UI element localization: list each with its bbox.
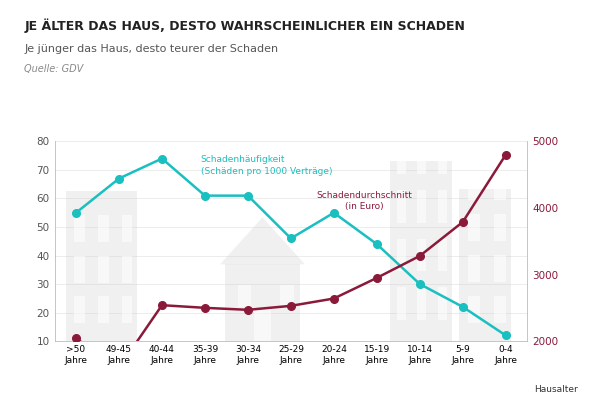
Bar [417,141,426,174]
Bar [98,256,108,283]
Bar [67,191,137,341]
Text: Schadendurchschnitt
(in Euro): Schadendurchschnitt (in Euro) [316,191,412,211]
Bar [494,214,505,241]
Text: Quelle: GDV: Quelle: GDV [24,64,84,74]
Bar [390,161,451,341]
Bar [494,255,505,282]
Bar [75,215,85,242]
Bar [438,190,447,223]
Bar [396,239,406,271]
Bar [417,239,426,271]
Bar [122,256,132,283]
Bar [98,215,108,242]
Bar [438,287,447,319]
Bar [225,264,301,341]
Bar [122,215,132,242]
Bar [468,214,479,241]
Bar [494,296,505,323]
Bar [98,296,108,323]
Bar [396,287,406,319]
Text: Je jünger das Haus, desto teurer der Schaden: Je jünger das Haus, desto teurer der Sch… [24,44,278,54]
Text: JE ÄLTER DAS HAUS, DESTO WAHRSCHEINLICHER EIN SCHADEN: JE ÄLTER DAS HAUS, DESTO WAHRSCHEINLICHE… [24,19,465,33]
Bar [238,285,251,307]
Bar [438,141,447,174]
Text: Schadenhäufigkeit
(Schäden pro 1000 Verträge): Schadenhäufigkeit (Schäden pro 1000 Vert… [201,155,332,176]
Bar [396,190,406,223]
Bar [468,255,479,282]
Polygon shape [220,217,305,264]
Bar [468,296,479,323]
Bar [122,296,132,323]
Bar [396,141,406,174]
Bar [468,173,479,200]
Bar [417,190,426,223]
Bar [417,287,426,319]
Bar [438,239,447,271]
Bar [459,189,511,341]
Bar [75,256,85,283]
Text: Hausalter: Hausalter [534,385,578,394]
Bar [254,309,271,341]
Bar [280,285,293,307]
Bar [75,296,85,323]
Bar [494,173,505,200]
